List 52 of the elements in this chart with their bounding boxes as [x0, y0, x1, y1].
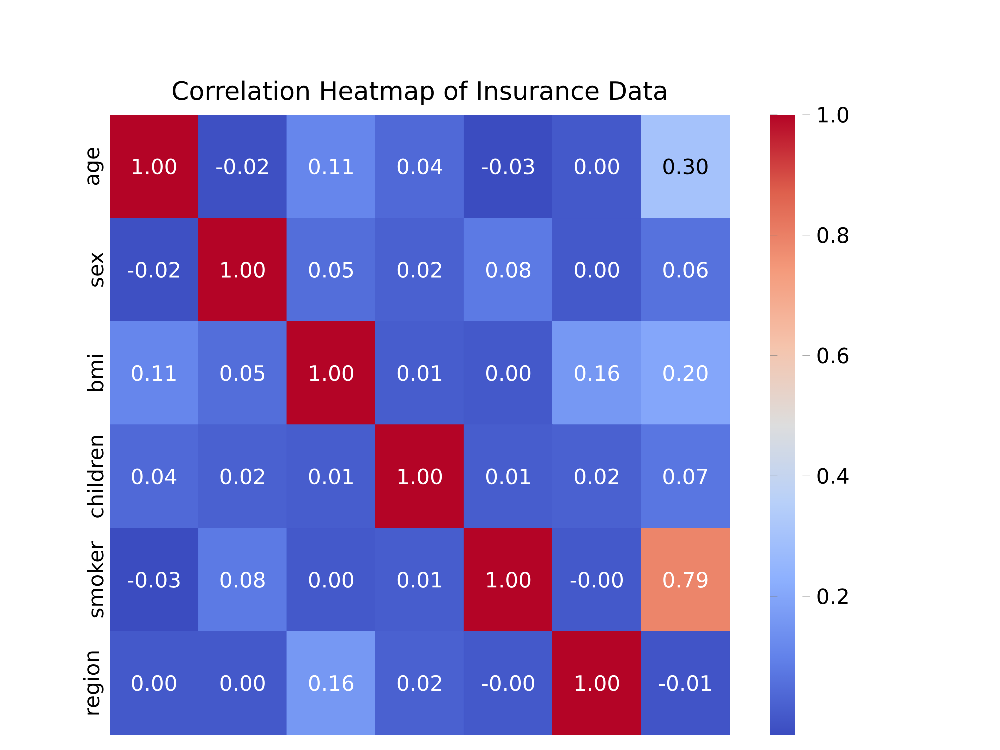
color-bar-label: 0.6 — [818, 348, 849, 364]
data-label: 0.01 — [309, 468, 353, 485]
color-bar-label: 0.4 — [818, 468, 849, 484]
data-label: -0.02 — [128, 262, 180, 278]
data-label: 0.02 — [398, 675, 442, 692]
y-tick-label: children — [87, 436, 104, 518]
data-label: 1.00 — [222, 262, 265, 278]
data-label: 0.02 — [575, 468, 618, 485]
data-label: -0.01 — [659, 675, 712, 692]
data-label: 0.20 — [664, 365, 708, 382]
data-label: -0.02 — [216, 158, 268, 175]
data-label: 0.00 — [309, 572, 354, 588]
data-label: 0.11 — [309, 158, 353, 175]
data-label: 0.02 — [220, 468, 264, 485]
data-label: 0.05 — [309, 262, 354, 278]
data-label: 0.04 — [132, 468, 177, 485]
data-label: 0.05 — [220, 365, 264, 382]
data-label: 0.02 — [398, 262, 442, 278]
y-tick-label: sex — [92, 252, 104, 287]
y-tick-label: smoker — [87, 541, 104, 618]
data-label: -0.03 — [128, 572, 180, 588]
data-label: 0.01 — [398, 365, 442, 382]
data-label: 0.07 — [664, 468, 708, 485]
data-label: -0.03 — [482, 158, 534, 175]
color-bar-label: 0.8 — [818, 227, 848, 244]
data-label: 0.04 — [398, 158, 442, 175]
data-label: -0.00 — [482, 675, 534, 692]
data-label: 0.08 — [486, 262, 531, 278]
color-bar-label: 0.2 — [818, 588, 848, 605]
data-label: 0.11 — [132, 365, 176, 382]
color-bar-label: 1.0 — [818, 107, 849, 123]
data-label: 0.00 — [575, 262, 620, 278]
data-label: 1.00 — [133, 158, 176, 175]
data-label: 0.08 — [220, 572, 265, 588]
data-label: 0.30 — [664, 158, 708, 175]
data-label: 1.00 — [310, 365, 354, 382]
data-label: 1.00 — [576, 675, 620, 692]
y-tick-label: region — [83, 652, 104, 715]
data-label: 0.79 — [664, 572, 708, 588]
data-label: 0.00 — [486, 365, 531, 382]
data-label: 1.00 — [398, 468, 442, 485]
y-tick-label: bmi — [87, 355, 104, 392]
data-label: 0.16 — [575, 365, 620, 382]
data-label: 0.01 — [398, 572, 442, 588]
data-label: 0.01 — [486, 468, 530, 485]
data-label: 1.00 — [487, 572, 531, 588]
data-label: 0.00 — [132, 675, 176, 692]
data-label: 0.06 — [664, 262, 708, 278]
y-tick-label: age — [88, 148, 104, 186]
chart-title: Correlation Heatmap of Insurance Data — [172, 80, 666, 106]
data-label: 0.00 — [575, 158, 620, 175]
data-label: -0.00 — [570, 572, 624, 588]
